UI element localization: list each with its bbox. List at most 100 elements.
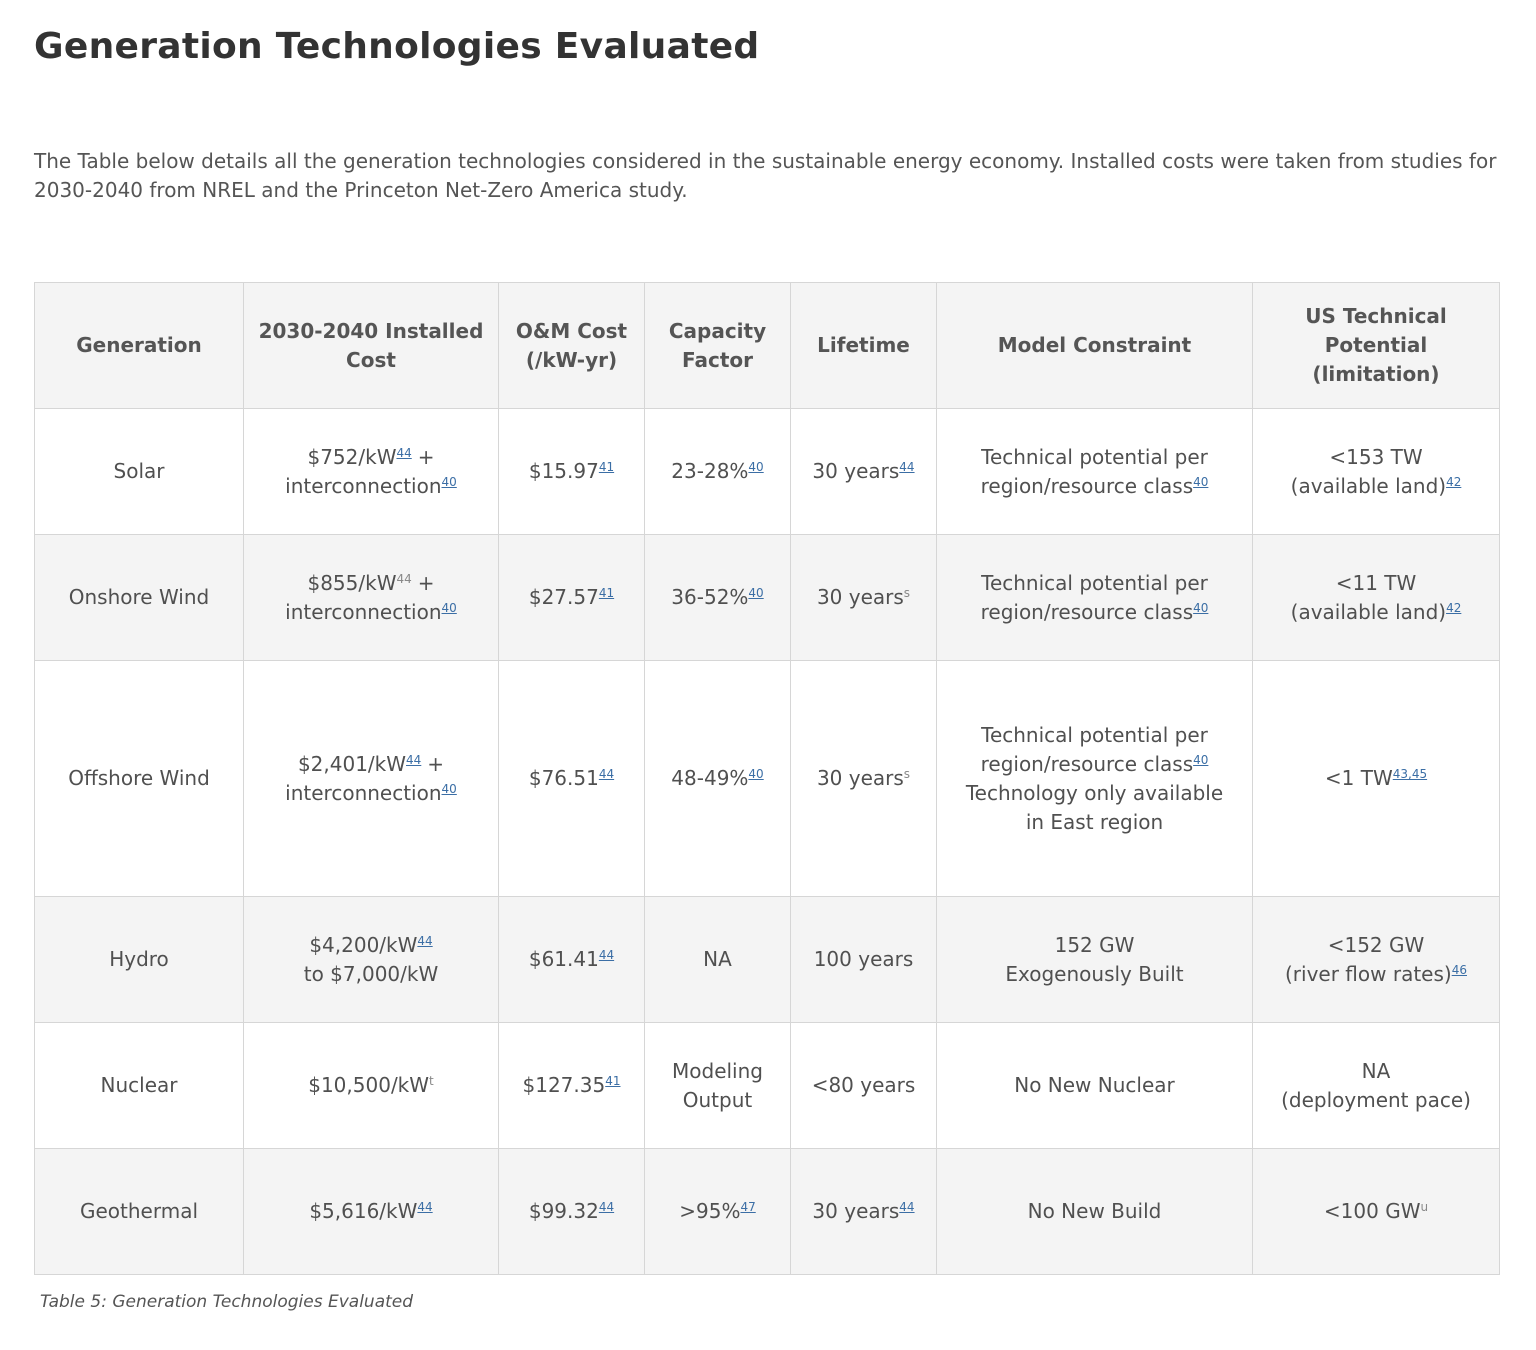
footnote-link[interactable]: 40 — [748, 586, 764, 600]
footnote-link[interactable]: 40 — [441, 474, 457, 489]
text: <100 GW — [1323, 1199, 1421, 1223]
table-cell: 100 years — [790, 896, 937, 1023]
table-cell: $5,616/kW44 — [243, 1148, 499, 1275]
column-header: Capacity Factor — [644, 282, 791, 409]
footnote-link[interactable]: 40 — [748, 767, 764, 781]
cell-text: + — [427, 752, 444, 776]
cell-line: $15.9741 — [505, 457, 638, 486]
cell-text: $855/kW44 — [307, 571, 411, 595]
table-cell: 30 years44 — [790, 408, 937, 535]
text: 30 years — [812, 459, 900, 483]
footnote-link[interactable]: 44 — [598, 767, 615, 781]
table-cell: No New Build — [936, 1148, 1253, 1275]
table-cell: Offshore Wind — [34, 660, 244, 897]
text: $5,616/kW — [309, 1199, 418, 1223]
column-header: US Technical Potential (limitation) — [1252, 282, 1500, 409]
footnote-link[interactable]: 41 — [605, 1074, 621, 1088]
cell-line: interconnection40 — [250, 779, 492, 808]
footnote-link[interactable]: 42 — [1446, 474, 1462, 489]
table-cell: $15.9741 — [498, 408, 645, 535]
footnote-link[interactable]: 40 — [1193, 600, 1209, 615]
text: 23-28% — [671, 459, 749, 483]
cell-text: 23-28%40 — [671, 459, 763, 483]
cell-line: Model Constraint — [997, 333, 1192, 357]
table-cell: >95%47 — [644, 1148, 791, 1275]
cell-line: Technology only available — [965, 780, 1224, 805]
cell-line: O&M Cost — [515, 318, 628, 343]
footnote-link[interactable]: 40 — [1193, 474, 1209, 489]
footnote-link[interactable]: 40 — [441, 600, 457, 615]
footnote-link[interactable]: 44 — [598, 1200, 615, 1214]
cell-line: Geothermal — [79, 1199, 199, 1223]
cell-line: NA — [1361, 1058, 1391, 1083]
table-cell: Solar — [34, 408, 244, 535]
footnote-link[interactable]: 44 — [417, 933, 433, 948]
cell-line: $61.4144 — [505, 945, 638, 974]
cell-line: region/resource class40 — [943, 472, 1246, 501]
footnote-link[interactable]: 40 — [1193, 752, 1209, 767]
table-row: Hydro $4,200/kW44 to $7,000/kW $61.4144 NA 10… — [34, 896, 1500, 1023]
column-header: O&M Cost (/kW-yr) — [498, 282, 645, 409]
table-cell: 30 yearss — [790, 534, 937, 661]
cell-line: interconnection40 — [250, 472, 492, 501]
table-cell: <1 TW43,45 — [1252, 660, 1500, 897]
cell-text: region/resource class40 — [981, 752, 1209, 776]
cell-text: $4,200/kW44 — [309, 933, 432, 957]
footnote-link[interactable]: 40 — [748, 460, 764, 474]
text: $99.32 — [528, 1199, 599, 1223]
footnote-link[interactable]: 47 — [740, 1200, 756, 1214]
footnote-link[interactable]: 42 — [1446, 600, 1462, 615]
footnote-link[interactable]: 43,45 — [1392, 767, 1428, 781]
cell-text: $15.9741 — [529, 459, 614, 483]
cell-line: Lifetime — [817, 333, 910, 357]
cell-line: (river flow rates)46 — [1259, 960, 1493, 989]
cell-line: Solar — [113, 459, 165, 483]
cell-text: interconnection40 — [285, 474, 457, 498]
footnote-link[interactable]: 44 — [598, 948, 615, 962]
text: interconnection — [285, 780, 442, 805]
cell-line: <11 TW — [1335, 570, 1417, 595]
cell-text: $99.3244 — [529, 1199, 614, 1223]
cell-text: $10,500/kWt — [308, 1073, 434, 1097]
cell-line: $27.5741 — [505, 583, 638, 612]
cell-text: $27.5741 — [529, 585, 614, 609]
cell-line: Offshore Wind — [68, 766, 210, 790]
cell-line: Modeling — [672, 1058, 763, 1083]
cell-line: No New Build — [1027, 1199, 1162, 1223]
table-cell: $27.5741 — [498, 534, 645, 661]
table-head: Generation 2030-2040 Installed Cost O&M Cos… — [34, 282, 1500, 409]
footnote-link[interactable]: 46 — [1451, 962, 1467, 977]
footnote-link[interactable]: 44 — [417, 1200, 433, 1214]
cell-line: (available land)42 — [1259, 598, 1493, 627]
cell-line: 30 years44 — [797, 1197, 930, 1226]
footnote-link[interactable]: 41 — [598, 586, 615, 600]
cell-line: Output — [682, 1087, 753, 1112]
footnote-link[interactable]: 44 — [396, 445, 412, 460]
table-caption: Table 5: Generation Technologies Evaluat… — [40, 1292, 414, 1312]
cell-text: $5,616/kW44 — [309, 1199, 432, 1223]
text: >95% — [679, 1199, 741, 1223]
cell-text: + — [418, 571, 435, 595]
cell-line: 30 yearss — [797, 764, 930, 793]
footnote-link[interactable]: 44 — [899, 460, 915, 474]
table-cell: 48-49%40 — [644, 660, 791, 897]
cell-line: region/resource class40 — [943, 750, 1246, 779]
cell-line: Capacity — [668, 318, 767, 343]
table-cell: <11 TW (available land)42 — [1252, 534, 1500, 661]
cell-line: Hydro — [109, 947, 169, 971]
footnote-link[interactable]: 41 — [598, 460, 615, 474]
footnote-link[interactable]: 40 — [441, 781, 457, 796]
cell-text: interconnection40 — [285, 600, 457, 624]
text: region/resource class — [980, 599, 1194, 624]
text: 48-49% — [671, 766, 749, 790]
cell-text: $752/kW44 — [307, 445, 411, 469]
table-cell: Technical potential per region/resource c… — [936, 408, 1253, 535]
text: $15.97 — [528, 459, 599, 483]
footnote-link[interactable]: 44 — [406, 752, 422, 767]
text: 30 years — [816, 766, 904, 790]
footnote-link[interactable]: 44 — [899, 1200, 915, 1214]
cell-line: (/kW-yr) — [525, 347, 618, 372]
column-header: Generation — [34, 282, 244, 409]
table-cell: $2,401/kW44 + interconnection40 — [243, 660, 499, 897]
cell-line: in East region — [1025, 809, 1164, 834]
